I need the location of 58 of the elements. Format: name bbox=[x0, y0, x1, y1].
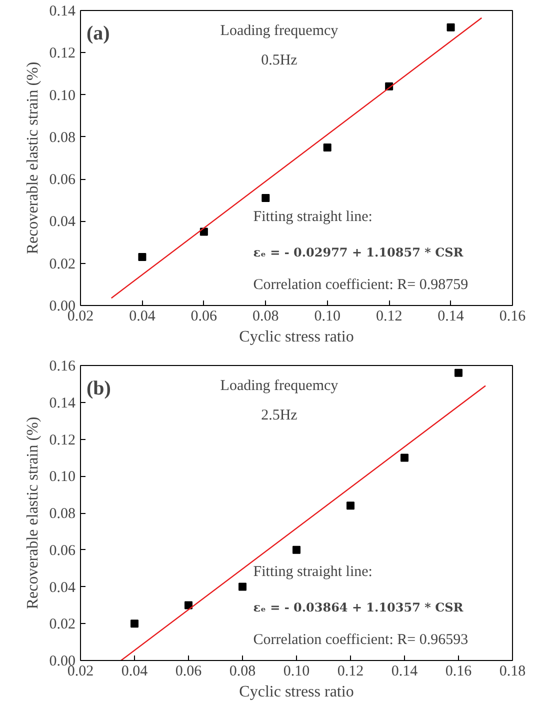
x-tick-label: 0.18 bbox=[499, 664, 526, 680]
point bbox=[130, 620, 138, 628]
y-tick-label: 0.06 bbox=[49, 172, 76, 188]
annotation: Correlation coefficient: R= 0.96593 bbox=[253, 632, 468, 648]
x-tick-label: 0.14 bbox=[391, 664, 418, 680]
y-tick-label: 0.10 bbox=[49, 88, 76, 104]
annotation: εₑ = - 0.03864 + 1.10357 * CSR bbox=[253, 600, 464, 614]
y-tick-label: 0.10 bbox=[49, 469, 76, 486]
text: (b) bbox=[86, 378, 111, 400]
text: (a) bbox=[86, 22, 110, 44]
y-tick-label: 0.04 bbox=[49, 214, 76, 230]
y-tick-label: 0.02 bbox=[49, 256, 76, 272]
x-tick-label: 0.08 bbox=[229, 664, 256, 680]
annotation: 0.5Hz bbox=[261, 52, 298, 69]
x-tick-label: 0.10 bbox=[314, 308, 340, 324]
point bbox=[446, 23, 455, 32]
x-tick-label: 0.04 bbox=[121, 664, 148, 680]
y-axis-title: Recoverable elastic strain (%) bbox=[24, 416, 42, 610]
point bbox=[323, 143, 332, 152]
annotation: εₑ = - 0.02977 + 1.10857 * CSR bbox=[253, 245, 464, 260]
y-tick-label: 0.06 bbox=[49, 542, 76, 559]
x-tick-label: 0.16 bbox=[499, 308, 526, 324]
point bbox=[138, 253, 146, 262]
x-tick-label: 0.08 bbox=[252, 308, 279, 324]
point bbox=[454, 368, 462, 377]
y-tick-label: 0.12 bbox=[49, 46, 76, 62]
annotation: Fitting straight line: bbox=[253, 564, 372, 580]
x-tick-label: 0.16 bbox=[445, 664, 472, 680]
y-tick-label: 0.04 bbox=[49, 580, 76, 596]
annotation: Loading frequemcy bbox=[220, 378, 339, 394]
y-tick-label: 0.14 bbox=[49, 395, 76, 412]
x-tick-label: 0.14 bbox=[438, 308, 464, 324]
annotation: Loading frequemcy bbox=[220, 23, 339, 40]
y-tick-label: 0.16 bbox=[49, 358, 76, 374]
annotation: Fitting straight line: bbox=[253, 209, 372, 225]
point bbox=[262, 194, 270, 202]
annotation: Correlation coefficient: R= 0.98759 bbox=[253, 276, 468, 293]
x-tick-label: 0.06 bbox=[175, 664, 202, 680]
x-tick-label: 0.06 bbox=[190, 308, 218, 324]
x-axis-title: Cyclic stress ratio bbox=[239, 684, 354, 700]
x-axis-title: Cyclic stress ratio bbox=[239, 328, 354, 346]
y-axis-title: Recoverable elastic strain (%) bbox=[24, 62, 42, 254]
x-tick-label: 0.12 bbox=[376, 308, 402, 324]
x-tick-label: 0.10 bbox=[283, 664, 310, 680]
point bbox=[238, 582, 246, 591]
point bbox=[292, 546, 300, 554]
point bbox=[184, 601, 192, 610]
annotation: 2.5Hz bbox=[261, 408, 298, 424]
point bbox=[400, 454, 408, 462]
x-tick-label: 0.04 bbox=[129, 308, 156, 324]
point bbox=[200, 228, 208, 236]
y-tick-label: 0.14 bbox=[49, 4, 76, 20]
x-tick-label: 0.12 bbox=[337, 664, 364, 680]
point bbox=[346, 502, 354, 510]
y-tick-label: 0.12 bbox=[49, 432, 76, 448]
y-tick-label: 0.08 bbox=[49, 130, 76, 146]
y-tick-label: 0.08 bbox=[49, 506, 76, 522]
y-tick-label: 0.02 bbox=[49, 616, 76, 633]
